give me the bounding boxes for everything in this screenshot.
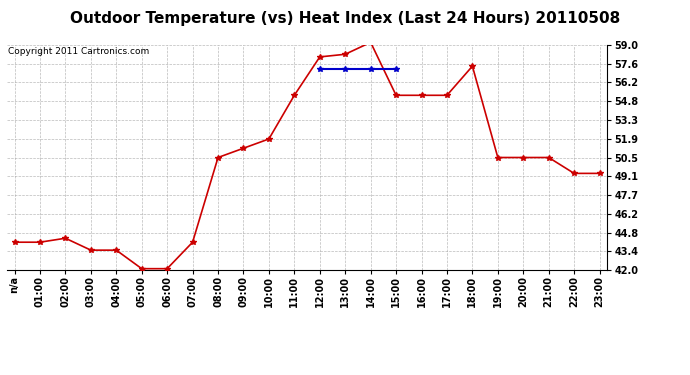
Text: Copyright 2011 Cartronics.com: Copyright 2011 Cartronics.com: [8, 47, 149, 56]
Text: Outdoor Temperature (vs) Heat Index (Last 24 Hours) 20110508: Outdoor Temperature (vs) Heat Index (Las…: [70, 11, 620, 26]
